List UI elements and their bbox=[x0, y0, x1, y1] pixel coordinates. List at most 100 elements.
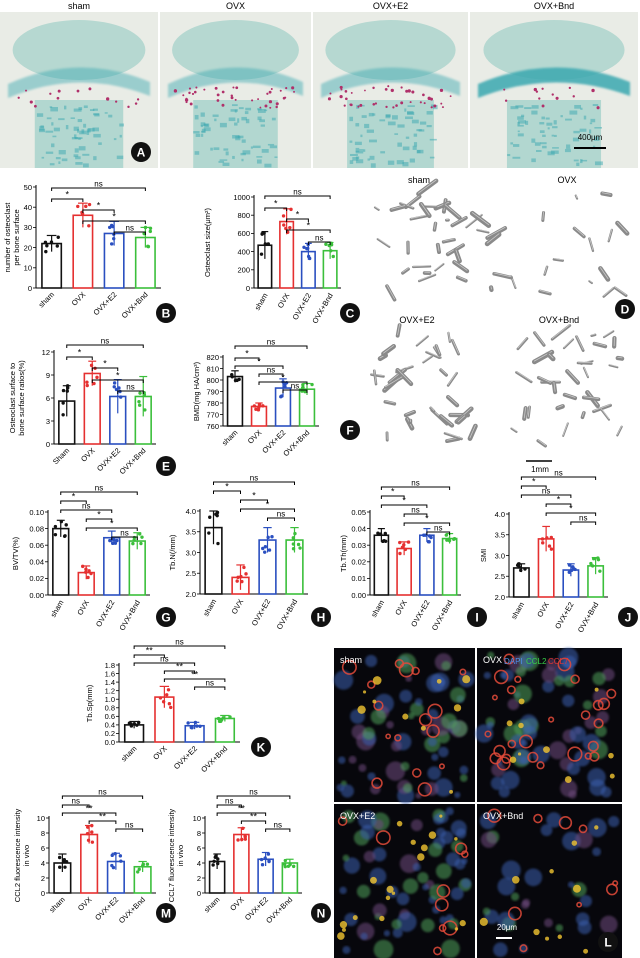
data-point bbox=[85, 831, 90, 836]
significance-label: ** bbox=[99, 812, 107, 822]
panel-letter: H bbox=[317, 611, 326, 625]
significance-label: ns bbox=[315, 234, 323, 243]
strut-highlight bbox=[511, 427, 517, 432]
cell-cluster bbox=[422, 883, 429, 891]
data-point bbox=[331, 254, 335, 259]
data-point bbox=[198, 724, 202, 728]
trabecular-strut bbox=[456, 414, 467, 425]
strut-highlight bbox=[447, 395, 458, 405]
osteoclast-dot bbox=[392, 106, 395, 109]
trabecular-strut bbox=[510, 427, 518, 433]
strut-highlight bbox=[537, 439, 546, 446]
osteoclast-dot bbox=[596, 106, 600, 110]
colocalized-signal bbox=[594, 825, 599, 830]
data-point bbox=[137, 532, 142, 536]
significance-bracket bbox=[61, 804, 90, 808]
chart-N: 0 2 4 6 8 10 CCL7 fluorescence intensityin viv… bbox=[167, 788, 331, 925]
significance-bracket bbox=[133, 662, 196, 666]
strut-highlight bbox=[444, 432, 462, 439]
osteoclast-dot bbox=[173, 89, 178, 93]
data-point bbox=[137, 720, 141, 725]
cell-cluster bbox=[412, 863, 421, 872]
significance-label: * bbox=[391, 487, 395, 497]
significance-bracket bbox=[520, 485, 547, 489]
strut-highlight bbox=[434, 262, 444, 271]
y-axis-label-line: in vivo bbox=[176, 845, 185, 866]
strut-highlight bbox=[410, 214, 430, 219]
strut-highlight bbox=[417, 179, 437, 194]
y-tick-label: 10 bbox=[37, 814, 45, 823]
colocalized-signal bbox=[453, 704, 462, 712]
trabecula bbox=[104, 112, 108, 114]
colocalized-signal bbox=[385, 895, 391, 901]
trabecula bbox=[419, 121, 427, 125]
fluorescence-image-1 bbox=[474, 647, 622, 802]
strut-highlight bbox=[593, 404, 611, 412]
significance-bracket bbox=[61, 795, 144, 799]
cell-cluster bbox=[356, 884, 371, 899]
panel-badge-d: D bbox=[615, 299, 635, 319]
data-point bbox=[112, 385, 116, 389]
cell-cluster bbox=[396, 892, 410, 906]
significance-bracket bbox=[194, 686, 226, 690]
y-tick-label: 4.0 bbox=[186, 507, 196, 516]
data-point bbox=[291, 864, 296, 869]
panel-badge-f: F bbox=[340, 420, 360, 440]
data-point bbox=[86, 838, 91, 843]
data-point bbox=[55, 244, 59, 248]
trabecular-strut bbox=[562, 392, 578, 401]
significance-bracket bbox=[88, 820, 117, 824]
cell-cluster bbox=[491, 762, 506, 777]
trabecula bbox=[531, 158, 536, 163]
trabecula bbox=[576, 162, 580, 167]
osteoclast-dot bbox=[230, 94, 233, 97]
osteoclast-dot bbox=[433, 104, 437, 108]
cell-cluster bbox=[482, 907, 491, 916]
ccl7-signal bbox=[576, 901, 583, 908]
y-tick-label: 8 bbox=[197, 829, 201, 838]
ccl7-signal bbox=[385, 733, 392, 740]
y-tick-label: 10 bbox=[24, 264, 32, 273]
significance-label: * bbox=[274, 199, 278, 209]
trabecula bbox=[119, 123, 124, 127]
panel-letter: E bbox=[162, 460, 170, 474]
data-point bbox=[115, 538, 119, 543]
trabecula bbox=[194, 151, 200, 155]
data-point bbox=[242, 565, 246, 570]
ccl7-signal bbox=[580, 710, 591, 720]
cell-cluster bbox=[507, 698, 520, 711]
trabecular-strut bbox=[469, 210, 492, 228]
trabecula bbox=[367, 158, 370, 161]
significance-label: * bbox=[65, 190, 69, 200]
data-point bbox=[293, 531, 297, 536]
trabecula bbox=[73, 154, 79, 158]
trabecula bbox=[214, 118, 217, 122]
significance-bracket bbox=[265, 828, 291, 832]
trabecular-strut bbox=[515, 371, 533, 384]
trabecula bbox=[366, 129, 375, 133]
trabecula bbox=[565, 118, 572, 121]
significance-bracket bbox=[82, 220, 146, 224]
osteoclast-dot bbox=[134, 102, 138, 105]
trabecula bbox=[397, 142, 402, 147]
strut-highlight bbox=[564, 393, 576, 398]
strut-highlight bbox=[542, 211, 544, 221]
significance-bracket bbox=[216, 804, 242, 808]
x-tick-label: OVX+Bnd bbox=[310, 292, 335, 326]
osteoclast-dot bbox=[535, 90, 539, 93]
data-point bbox=[233, 378, 238, 383]
data-point bbox=[549, 535, 554, 540]
x-tick-label: OVX+E2 bbox=[409, 599, 431, 629]
data-point bbox=[132, 535, 137, 540]
osteoclast-dot bbox=[235, 86, 239, 90]
x-tick-label: OVX+Bnd bbox=[430, 599, 455, 633]
cell-cluster bbox=[497, 911, 515, 930]
osteoclast-dot bbox=[136, 98, 140, 101]
ccl7-signal bbox=[366, 680, 376, 689]
trabecular-strut bbox=[572, 226, 586, 239]
x-tick-label: OVX+Bnd bbox=[275, 598, 300, 632]
y-axis-label-line: bone surface ratios(%) bbox=[17, 360, 26, 436]
data-point bbox=[591, 556, 596, 561]
strut-highlight bbox=[455, 249, 460, 261]
osteoclast-dot bbox=[430, 106, 433, 109]
